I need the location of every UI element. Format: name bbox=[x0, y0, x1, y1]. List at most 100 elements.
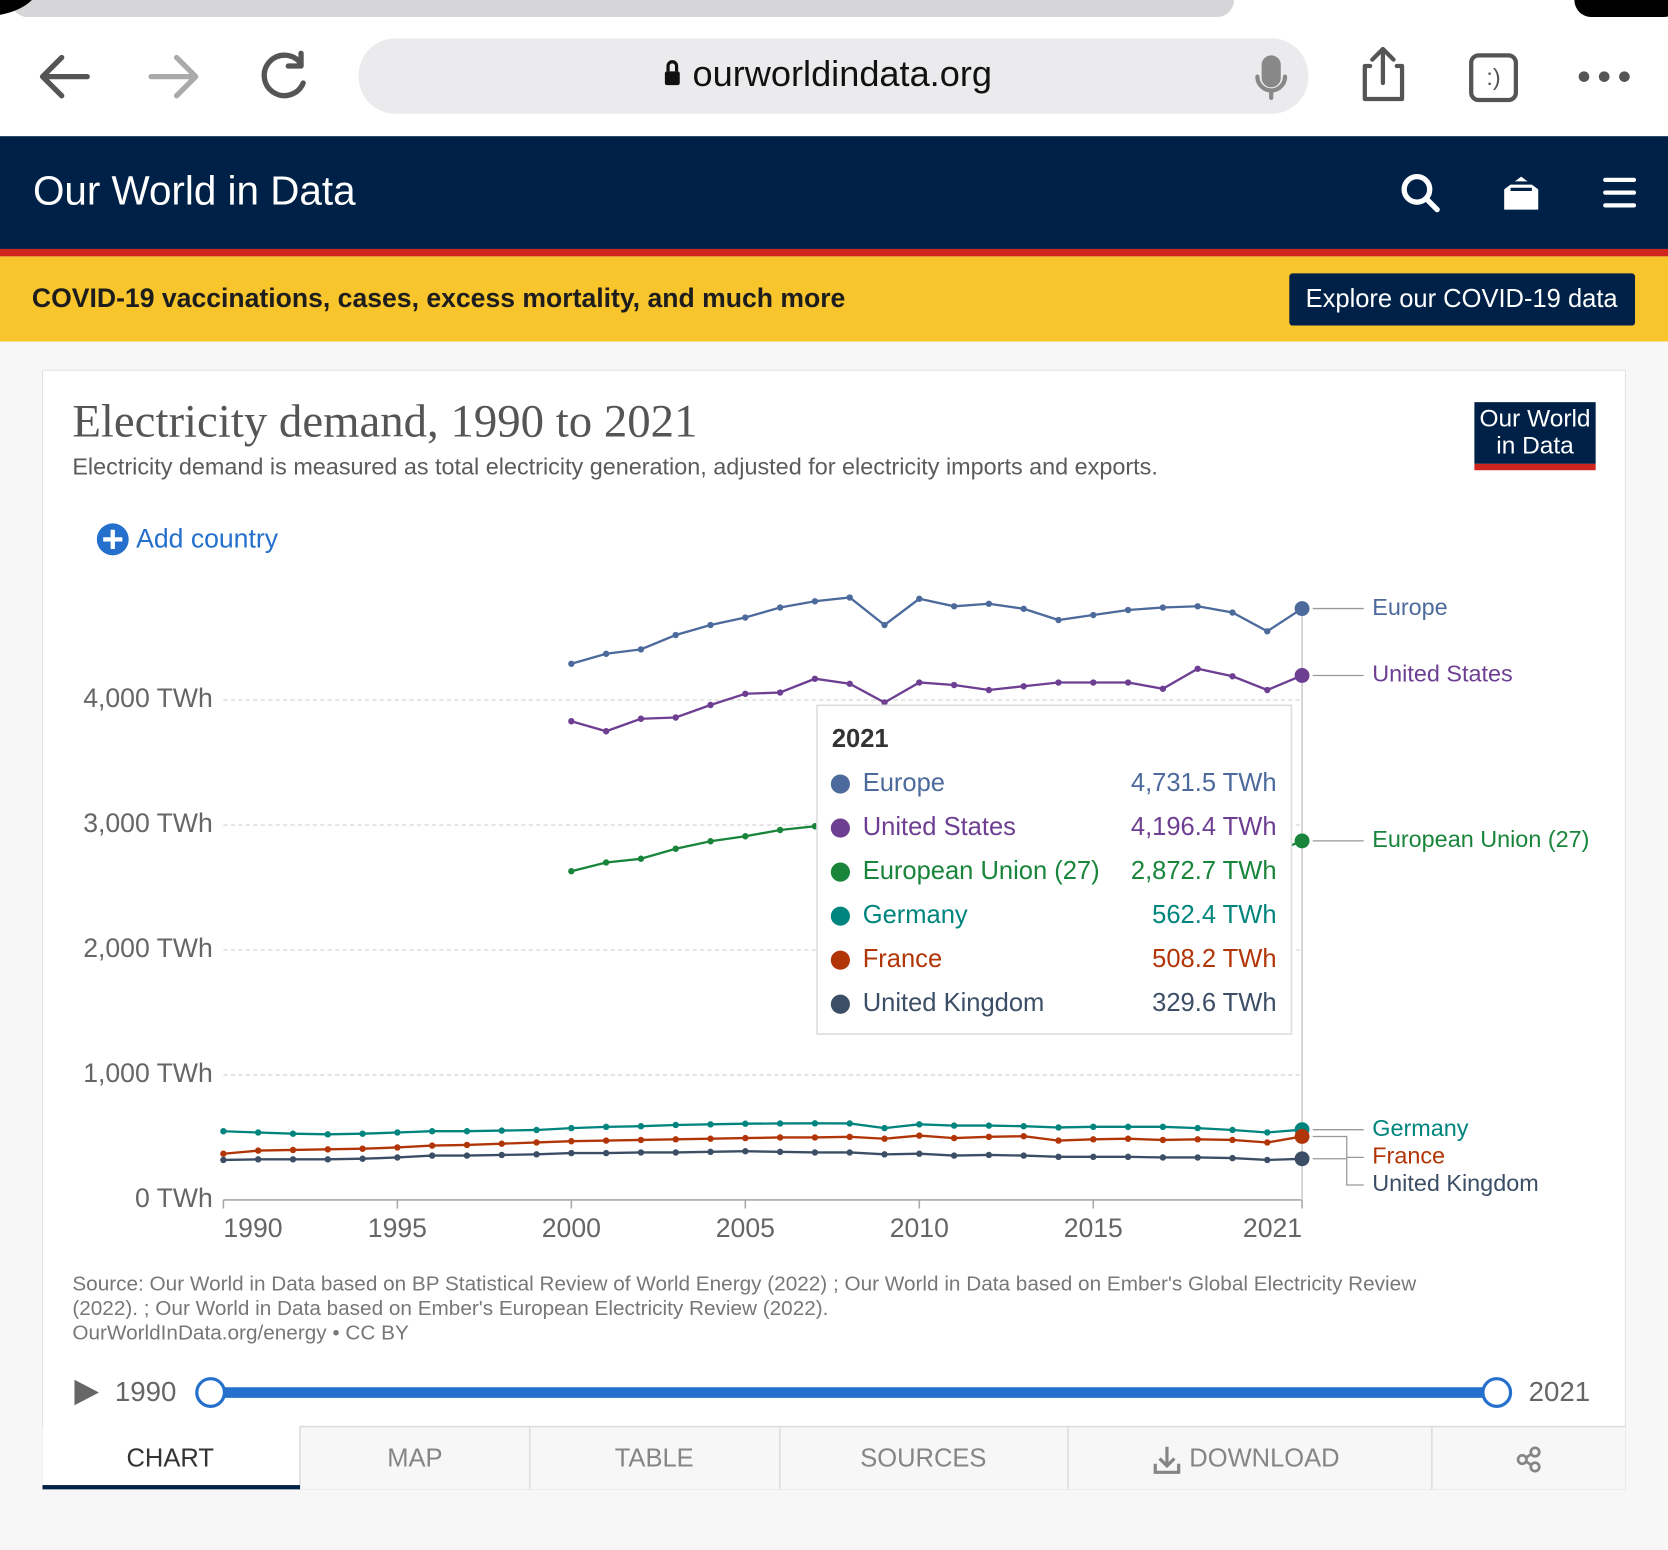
y-tick-label: 4,000 TWh bbox=[83, 683, 213, 713]
tab-strip-tabs bbox=[10, 0, 1234, 18]
banner-text: COVID-19 vaccinations, cases, excess mor… bbox=[32, 283, 845, 313]
play-button[interactable] bbox=[74, 1379, 99, 1406]
tab-label: CHART bbox=[126, 1444, 213, 1472]
logo-text: in Data bbox=[1496, 432, 1574, 459]
data-point bbox=[359, 1155, 366, 1162]
tabs-icon: :) bbox=[1486, 64, 1500, 90]
data-point bbox=[463, 1152, 471, 1159]
series-end-label: Europe bbox=[1372, 594, 1447, 620]
tooltip-box bbox=[816, 704, 1293, 1035]
end-point bbox=[1294, 1151, 1310, 1167]
data-point bbox=[533, 1151, 540, 1158]
tab-label[interactable]: DOWNLOAD bbox=[1189, 1444, 1339, 1472]
data-point bbox=[776, 1148, 784, 1156]
tab-bar bbox=[42, 1426, 1626, 1490]
data-point bbox=[220, 1150, 227, 1157]
series-end-label: Germany bbox=[1372, 1115, 1468, 1141]
owid-logo[interactable] bbox=[1474, 402, 1596, 464]
data-point bbox=[811, 675, 819, 682]
data-point bbox=[1159, 1123, 1167, 1131]
data-point bbox=[254, 1156, 262, 1163]
data-point bbox=[811, 1149, 819, 1156]
data-point bbox=[881, 1151, 888, 1158]
data-point bbox=[985, 1133, 993, 1141]
data-point bbox=[324, 1156, 331, 1163]
data-point bbox=[602, 1149, 610, 1157]
tabs-button[interactable] bbox=[1469, 53, 1519, 103]
series-line bbox=[571, 596, 1303, 665]
data-point bbox=[1159, 685, 1167, 692]
more-button[interactable] bbox=[1578, 71, 1630, 82]
data-point bbox=[1194, 1154, 1201, 1161]
data-point bbox=[811, 598, 819, 605]
data-point bbox=[498, 1127, 505, 1134]
data-point bbox=[637, 1136, 645, 1144]
tab-label[interactable]: SOURCES bbox=[860, 1444, 986, 1472]
source-text: OurWorldInData.org/energy • CC BY bbox=[72, 1321, 409, 1344]
tab-chart[interactable] bbox=[42, 1426, 300, 1490]
data-point bbox=[672, 1136, 679, 1143]
data-point bbox=[846, 680, 853, 687]
data-point bbox=[846, 1149, 853, 1156]
search-button[interactable] bbox=[1401, 173, 1440, 213]
data-point bbox=[1264, 1156, 1271, 1164]
data-point bbox=[881, 1124, 888, 1132]
data-point bbox=[568, 718, 575, 725]
newsletter-button[interactable] bbox=[1504, 176, 1539, 210]
tooltip-name: United Kingdom bbox=[863, 989, 1045, 1017]
data-point bbox=[1229, 1136, 1236, 1144]
data-point bbox=[776, 1134, 784, 1141]
mic-icon[interactable] bbox=[1255, 55, 1288, 101]
download-icon bbox=[1153, 1446, 1181, 1474]
site-title[interactable]: Our World in Data bbox=[33, 167, 356, 213]
data-point bbox=[289, 1146, 297, 1154]
forward-button[interactable] bbox=[148, 54, 199, 99]
url: ourworldindata.org bbox=[693, 53, 992, 94]
data-point bbox=[359, 1130, 366, 1137]
back-button[interactable] bbox=[39, 54, 90, 99]
data-point bbox=[742, 1134, 749, 1142]
add-country-label: Add country bbox=[136, 523, 279, 553]
tooltip-year: 2021 bbox=[832, 725, 889, 753]
data-point bbox=[568, 660, 575, 667]
data-point bbox=[428, 1142, 436, 1149]
data-point bbox=[1194, 665, 1201, 672]
data-point bbox=[1055, 1137, 1062, 1144]
data-point bbox=[707, 1135, 714, 1142]
menu-button[interactable] bbox=[1603, 177, 1637, 208]
address-bar[interactable] bbox=[358, 38, 1309, 114]
data-point bbox=[916, 1132, 923, 1139]
data-point bbox=[602, 728, 610, 735]
header-stripe bbox=[0, 248, 1668, 257]
data-point bbox=[1090, 1123, 1097, 1131]
reload-button[interactable] bbox=[261, 50, 306, 99]
end-point bbox=[1294, 1129, 1310, 1144]
data-point bbox=[846, 1133, 853, 1141]
share-chart-button[interactable] bbox=[1516, 1446, 1541, 1473]
timeline-handle[interactable] bbox=[195, 1377, 227, 1408]
data-point bbox=[533, 1126, 540, 1134]
data-point bbox=[463, 1141, 471, 1149]
tab-label[interactable]: MAP bbox=[387, 1444, 442, 1472]
data-point bbox=[359, 1145, 366, 1152]
series-line bbox=[571, 667, 1303, 733]
data-point bbox=[289, 1156, 297, 1163]
data-point bbox=[1264, 628, 1271, 635]
data-point bbox=[776, 604, 784, 611]
tooltip-value: 4,731.5 TWh bbox=[1131, 769, 1277, 797]
banner-button[interactable] bbox=[1289, 273, 1636, 326]
data-point bbox=[950, 1134, 958, 1142]
data-point bbox=[672, 714, 679, 721]
data-point bbox=[916, 595, 923, 602]
series-end-label: European Union (27) bbox=[1372, 826, 1589, 852]
tab-label[interactable]: TABLE bbox=[615, 1444, 694, 1472]
data-point bbox=[776, 689, 784, 696]
timeline-handle[interactable] bbox=[1481, 1377, 1513, 1408]
tooltip-swatch bbox=[830, 950, 850, 970]
data-point bbox=[220, 1128, 227, 1135]
add-country-button[interactable]: Add country bbox=[96, 523, 279, 556]
data-point bbox=[916, 1121, 923, 1128]
share-button[interactable] bbox=[1362, 46, 1405, 102]
plot: 0 TWh 1,000 TWh 2,000 TWh 3,000 TWh 4,000 TW… bbox=[83, 594, 1589, 1243]
